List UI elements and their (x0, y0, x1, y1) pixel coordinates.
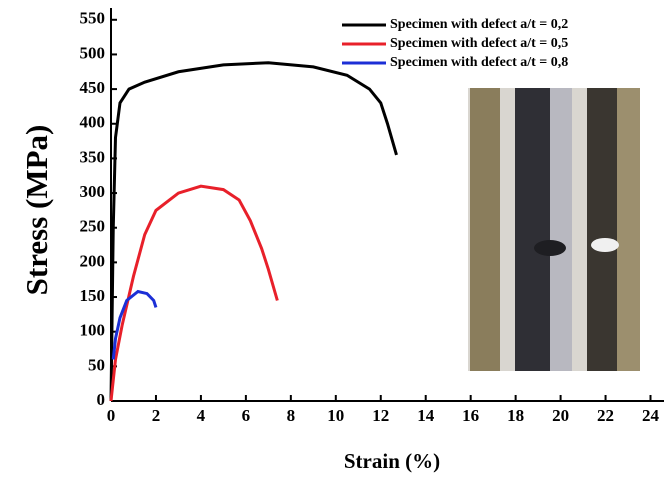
specimen-photo (468, 88, 640, 371)
x-tick-label: 6 (242, 406, 251, 425)
y-tick-label: 550 (80, 9, 106, 28)
x-tick-label: 12 (372, 406, 389, 425)
x-tick-label: 10 (327, 406, 344, 425)
series-line (111, 289, 158, 360)
y-tick-label: 50 (88, 355, 105, 374)
x-tick-label: 0 (107, 406, 116, 425)
y-tick-label: 400 (80, 113, 106, 132)
x-tick-label: 14 (417, 406, 435, 425)
x-tick-label: 22 (597, 406, 614, 425)
series-line (109, 61, 398, 402)
x-tick-label: 8 (287, 406, 296, 425)
x-tick-label: 2 (152, 406, 161, 425)
y-tick-label: 200 (80, 251, 106, 270)
y-tick-label: 350 (80, 147, 106, 166)
x-tick-label: 16 (462, 406, 479, 425)
y-tick-label: 300 (80, 182, 106, 201)
x-tick-label: 18 (507, 406, 524, 425)
x-axis-title: Strain (%) (344, 449, 440, 473)
y-tick-label: 450 (80, 78, 106, 97)
y-tick-label: 0 (97, 390, 106, 409)
x-tick-label: 24 (642, 406, 660, 425)
y-axis-title: Stress (MPa) (19, 125, 54, 296)
x-tick-label: 4 (197, 406, 206, 425)
x-tick-label: 20 (552, 406, 569, 425)
legend-label: Specimen with defect a/t = 0,8 (390, 55, 568, 70)
y-tick-label: 250 (80, 217, 106, 236)
y-tick-label: 500 (80, 43, 106, 62)
series-line (109, 184, 279, 402)
y-tick-label: 150 (80, 286, 106, 305)
legend-label: Specimen with defect a/t = 0,2 (390, 17, 568, 32)
y-tick-label: 100 (80, 321, 106, 340)
legend-label: Specimen with defect a/t = 0,5 (390, 36, 568, 51)
